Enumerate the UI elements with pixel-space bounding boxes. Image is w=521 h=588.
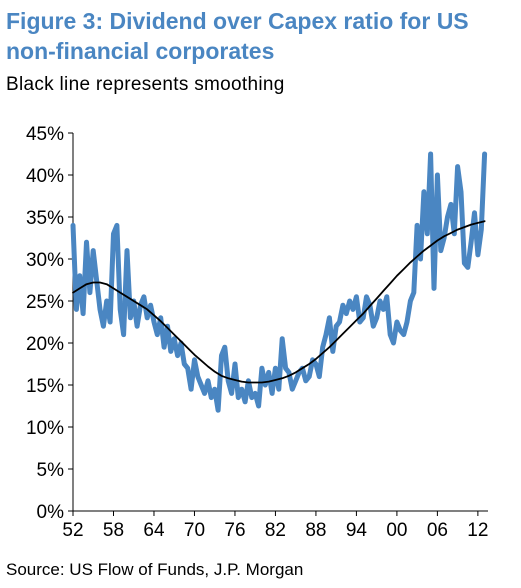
ratio-series-line — [70, 151, 488, 413]
y-tick-label: 10% — [26, 418, 64, 439]
source-note: Source: US Flow of Funds, J.P. Morgan — [6, 560, 304, 579]
x-tick-label: 94 — [346, 520, 368, 541]
x-tick-label: 58 — [103, 520, 124, 541]
x-axis: 52 58 64 70 76 82 88 94 00 06 12 — [62, 510, 488, 541]
y-tick-label: 20% — [26, 334, 64, 355]
plot-area — [70, 151, 488, 413]
y-tick-label: 15% — [26, 376, 64, 397]
x-tick-label: 76 — [224, 520, 245, 541]
y-tick-label: 45% — [26, 124, 64, 145]
y-tick-label: 0% — [37, 502, 65, 523]
y-tick-label: 25% — [26, 292, 64, 313]
y-tick-label: 5% — [37, 460, 65, 481]
y-axis: 0% 5% 10% 15% 20% 25% 30% 35% 40% 45% — [26, 124, 74, 523]
y-tick-label: 35% — [26, 208, 64, 229]
x-tick-label: 12 — [467, 520, 488, 541]
x-tick-label: 52 — [62, 520, 83, 541]
x-tick-label: 64 — [143, 520, 165, 541]
x-tick-label: 00 — [386, 520, 407, 541]
smoothing-series-line — [72, 220, 486, 384]
x-tick-label: 06 — [427, 520, 448, 541]
x-tick-label: 82 — [265, 520, 286, 541]
chart-subtitle: Black line represents smoothing — [6, 74, 285, 95]
chart-title: Figure 3: Dividend over Capex ratio for … — [6, 8, 469, 64]
x-tick-label: 88 — [305, 520, 326, 541]
y-tick-label: 30% — [26, 250, 64, 271]
y-tick-label: 40% — [26, 166, 64, 187]
x-tick-label: 70 — [184, 520, 205, 541]
